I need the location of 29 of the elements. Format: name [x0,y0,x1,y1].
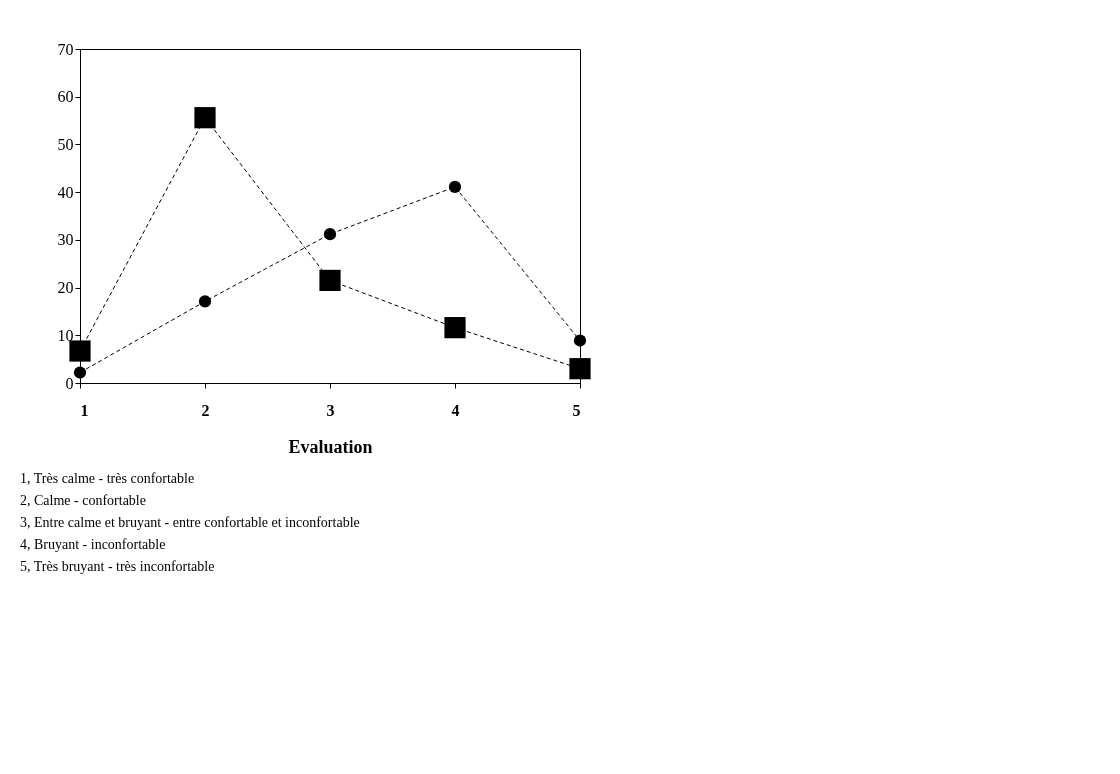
text: 1, Très calme - très confortable [20,471,195,486]
point [73,366,87,379]
y-tick-label: 30 [57,231,74,249]
point [448,180,462,194]
x-axis-title: Evaluation [288,436,373,457]
y-tick-label: 60 [57,88,74,106]
y-tick-label: 70 [57,40,74,58]
y-tick-label: 20 [57,279,74,297]
y-tick-label: 40 [57,183,74,201]
point [323,228,337,241]
point [444,317,466,339]
x-tick-label: 5 [572,401,581,419]
point [569,358,591,380]
x-tick-label: 4 [451,401,460,419]
point [194,107,216,129]
x-tick-label: 3 [326,401,335,419]
text: 4, Bruyant - inconfortable [20,537,166,552]
text: 2, Calme - confortable [20,493,146,508]
text: 5, Très bruyant - très inconfortable [20,559,215,574]
y-tick-label: 50 [57,135,74,153]
x-tick-label: 1 [80,401,89,419]
point [69,340,91,362]
point [319,269,341,292]
y-tick-label: 0 [65,374,74,392]
point [198,295,212,308]
text: 3, Entre calme et bruyant - entre confortable et inconfortable [20,515,360,530]
y-tick-label: 10 [57,326,74,344]
x-tick-label: 2 [201,401,210,419]
point [573,334,587,347]
